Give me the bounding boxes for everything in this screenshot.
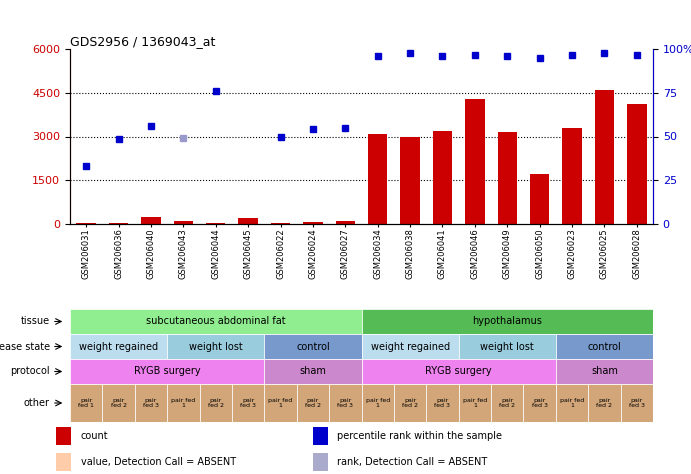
Bar [303, 222, 323, 224]
Bar [368, 134, 388, 224]
Bar [238, 218, 258, 224]
Text: weight lost: weight lost [480, 341, 534, 352]
Bar [361, 384, 394, 422]
Bar [627, 104, 647, 224]
Text: sham: sham [299, 366, 326, 376]
Bar [265, 384, 296, 422]
Bar [70, 334, 167, 359]
Text: GDS2956 / 1369043_at: GDS2956 / 1369043_at [70, 35, 216, 48]
Bar [135, 384, 167, 422]
Text: pair
fed 2: pair fed 2 [596, 398, 612, 409]
Bar [271, 223, 290, 224]
Bar [200, 384, 232, 422]
Bar [595, 90, 614, 224]
Bar [498, 132, 517, 224]
Bar [400, 137, 420, 224]
Text: RYGB surgery: RYGB surgery [134, 366, 200, 376]
Text: pair
fed 3: pair fed 3 [531, 398, 548, 409]
Bar [426, 384, 459, 422]
Text: pair fed
1: pair fed 1 [463, 398, 487, 409]
Bar [433, 131, 452, 224]
Text: pair
fed 2: pair fed 2 [208, 398, 224, 409]
Text: weight lost: weight lost [189, 341, 243, 352]
Text: pair fed
1: pair fed 1 [366, 398, 390, 409]
Text: rank, Detection Call = ABSENT: rank, Detection Call = ABSENT [337, 457, 487, 467]
Bar [265, 334, 361, 359]
Text: disease state: disease state [0, 341, 50, 352]
Bar [588, 384, 621, 422]
Bar [459, 334, 556, 359]
Bar [312, 427, 328, 445]
Text: RYGB surgery: RYGB surgery [426, 366, 492, 376]
Text: pair
fed 2: pair fed 2 [402, 398, 418, 409]
Bar [459, 384, 491, 422]
Bar [556, 359, 653, 384]
Bar [491, 384, 524, 422]
Text: weight regained: weight regained [370, 341, 450, 352]
Text: pair
fed 3: pair fed 3 [143, 398, 159, 409]
Text: control: control [296, 341, 330, 352]
Bar [562, 128, 582, 224]
Text: control: control [587, 341, 621, 352]
Bar [556, 334, 653, 359]
Text: pair
fed 2: pair fed 2 [305, 398, 321, 409]
Text: other: other [24, 398, 50, 408]
Bar [232, 384, 265, 422]
Text: weight regained: weight regained [79, 341, 158, 352]
Text: pair
fed 1: pair fed 1 [78, 398, 94, 409]
Text: protocol: protocol [10, 366, 50, 376]
Text: value, Detection Call = ABSENT: value, Detection Call = ABSENT [81, 457, 236, 467]
Text: percentile rank within the sample: percentile rank within the sample [337, 431, 502, 441]
Bar [102, 384, 135, 422]
Bar [621, 384, 653, 422]
Bar [56, 427, 71, 445]
Bar [70, 359, 265, 384]
Text: pair
fed 3: pair fed 3 [629, 398, 645, 409]
Bar [296, 384, 329, 422]
Text: hypothalamus: hypothalamus [473, 317, 542, 327]
Bar [70, 309, 361, 334]
Bar [167, 334, 265, 359]
Bar [109, 223, 129, 224]
Text: pair fed
1: pair fed 1 [268, 398, 293, 409]
Bar [173, 221, 193, 224]
Text: pair
fed 2: pair fed 2 [111, 398, 126, 409]
Bar [141, 217, 161, 224]
Bar [336, 221, 355, 224]
Bar [361, 334, 459, 359]
Bar [361, 359, 556, 384]
Bar [361, 309, 653, 334]
Text: pair
fed 3: pair fed 3 [435, 398, 451, 409]
Bar [530, 174, 549, 224]
Bar [329, 384, 361, 422]
Bar [70, 384, 102, 422]
Bar [465, 99, 484, 224]
Text: count: count [81, 431, 108, 441]
Bar [206, 223, 225, 224]
Text: subcutaneous abdominal fat: subcutaneous abdominal fat [146, 317, 285, 327]
Bar [77, 222, 96, 224]
Text: sham: sham [591, 366, 618, 376]
Bar [556, 384, 588, 422]
Text: pair fed
1: pair fed 1 [560, 398, 584, 409]
Bar [56, 453, 71, 471]
Bar [167, 384, 200, 422]
Text: pair
fed 2: pair fed 2 [500, 398, 515, 409]
Text: pair fed
1: pair fed 1 [171, 398, 196, 409]
Bar [394, 384, 426, 422]
Bar [265, 359, 361, 384]
Text: pair
fed 3: pair fed 3 [337, 398, 353, 409]
Text: pair
fed 3: pair fed 3 [240, 398, 256, 409]
Text: tissue: tissue [21, 317, 50, 327]
Bar [312, 453, 328, 471]
Bar [524, 384, 556, 422]
